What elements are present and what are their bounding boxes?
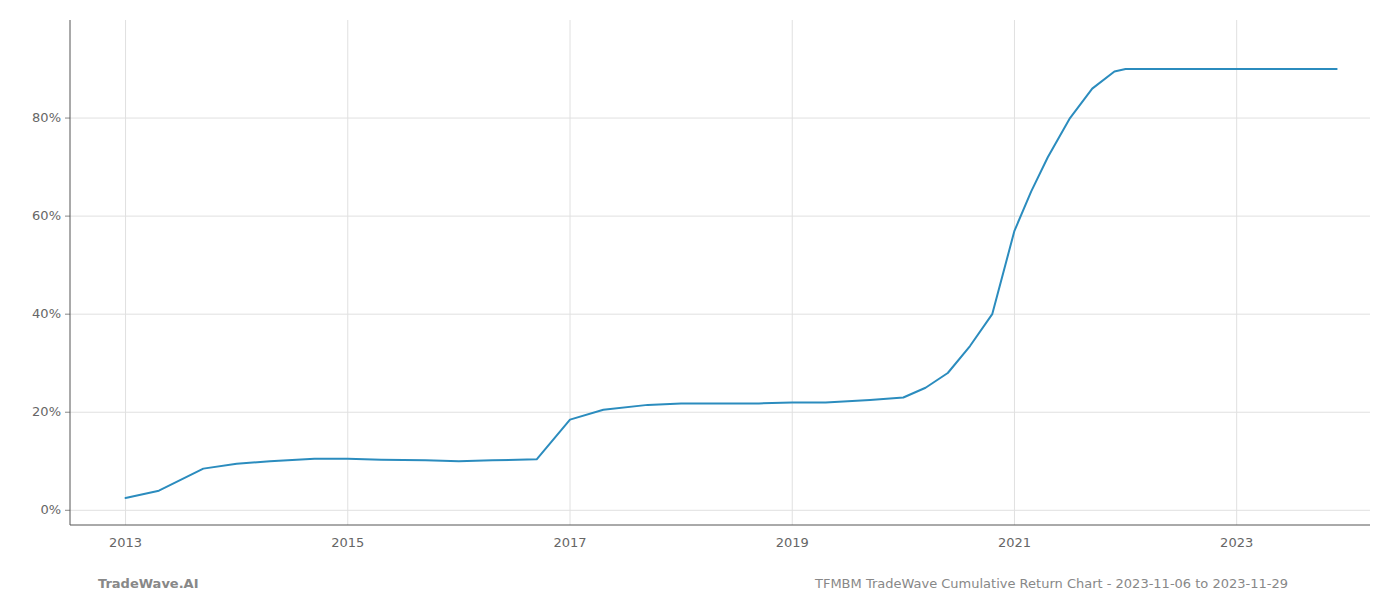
y-tick-label: 20%	[32, 404, 61, 419]
y-axis-line	[70, 20, 71, 525]
x-grid-line	[1014, 20, 1015, 525]
x-tick-label: 2015	[331, 535, 364, 550]
y-tick	[65, 216, 70, 217]
y-grid-line	[70, 412, 1370, 413]
x-grid-line	[347, 20, 348, 525]
chart-container: 0% 20% 40% 60% 80% 2013 2015 2017 2019 2021 2023 Tr…	[0, 0, 1400, 600]
y-grid-line	[70, 216, 1370, 217]
y-tick-label: 40%	[32, 306, 61, 321]
x-grid-line	[570, 20, 571, 525]
chart-svg: 0% 20% 40% 60% 80% 2013 2015 2017 2019 2021 2023 Tr…	[0, 0, 1400, 600]
x-axis-line	[70, 525, 1370, 526]
x-grid-line	[792, 20, 793, 525]
y-tick-label: 60%	[32, 208, 61, 223]
axes: 0% 20% 40% 60% 80% 2013 2015 2017 2019 2021 2023	[32, 20, 1370, 550]
x-tick-label: 2021	[998, 535, 1031, 550]
y-grid-line	[70, 510, 1370, 511]
x-tick-label: 2019	[776, 535, 809, 550]
x-tick-label: 2023	[1220, 535, 1253, 550]
grid	[70, 20, 1370, 525]
y-grid-line	[70, 314, 1370, 315]
x-grid-line	[1236, 20, 1237, 525]
y-tick-label: 0%	[40, 502, 61, 517]
footer-left: TradeWave.AI	[98, 576, 199, 591]
y-tick	[65, 412, 70, 413]
x-tick-label: 2013	[109, 535, 142, 550]
y-tick	[65, 510, 70, 511]
x-grid-line	[125, 20, 126, 525]
y-tick-label: 80%	[32, 110, 61, 125]
y-tick	[65, 314, 70, 315]
data-group	[126, 69, 1337, 498]
x-tick-label: 2017	[553, 535, 586, 550]
data-line	[126, 69, 1337, 498]
y-tick	[65, 118, 70, 119]
y-grid-line	[70, 118, 1370, 119]
footer-right: TFMBM TradeWave Cumulative Return Chart …	[814, 576, 1288, 591]
annotations: TradeWave.AI TFMBM TradeWave Cumulative R…	[98, 576, 1288, 591]
